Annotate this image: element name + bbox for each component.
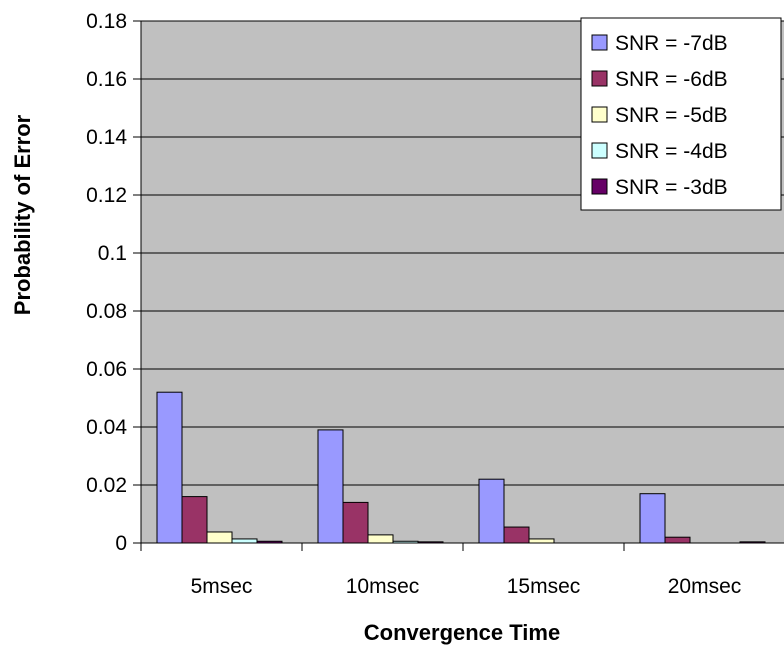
bars-group [156, 391, 766, 544]
x-axis-title: Convergence Time [364, 620, 560, 645]
legend-swatch [591, 106, 608, 123]
legend-box [580, 17, 782, 211]
y-tick-label: 0.14 [86, 126, 127, 149]
bar [206, 531, 233, 544]
legend-label: SNR = -3dB [615, 176, 728, 199]
y-axis-title: Probability of Error [10, 114, 35, 315]
x-tick-label: 5msec [191, 575, 253, 598]
bar [503, 526, 530, 544]
y-tick-label: 0.06 [86, 358, 127, 381]
y-tick-label: 0 [115, 532, 127, 555]
bar [181, 496, 208, 544]
y-tick-label: 0.08 [86, 300, 127, 323]
legend-swatch [591, 142, 608, 159]
bar [528, 538, 555, 544]
legend-label: SNR = -4dB [615, 140, 728, 163]
bar [342, 501, 369, 544]
x-tick-label: 15msec [507, 575, 581, 598]
y-tick-label: 0.12 [86, 184, 127, 207]
legend-swatch [591, 178, 608, 195]
bar [317, 429, 344, 544]
y-tick-label: 0.04 [86, 416, 127, 439]
x-tick-label: 20msec [668, 575, 742, 598]
bar [664, 536, 691, 544]
y-tick-label: 0.16 [86, 68, 127, 91]
y-tick-label: 0.1 [98, 242, 127, 265]
legend-swatch [591, 70, 608, 87]
legend-label: SNR = -5dB [615, 104, 728, 127]
y-tick-labels: 0 0.02 0.04 0.06 0.08 0.1 0.12 0.14 0.16 0.18 [86, 10, 127, 555]
x-tick-label: 10msec [346, 575, 420, 598]
bar [478, 478, 505, 544]
bar [367, 534, 394, 544]
axes [133, 20, 784, 551]
bar [639, 493, 666, 544]
legend: SNR = -7dB SNR = -6dB SNR = -5dB SNR = -4dB… [580, 17, 782, 211]
legend-label: SNR = -6dB [615, 68, 728, 91]
y-tick-label: 0.02 [86, 474, 127, 497]
y-tick-label: 0.18 [86, 10, 127, 33]
x-tick-labels: 5msec 10msec 15msec 20msec [191, 575, 742, 598]
legend-swatch [591, 34, 608, 51]
bar [156, 391, 183, 544]
bar [231, 538, 258, 544]
legend-label: SNR = -7dB [615, 32, 728, 55]
